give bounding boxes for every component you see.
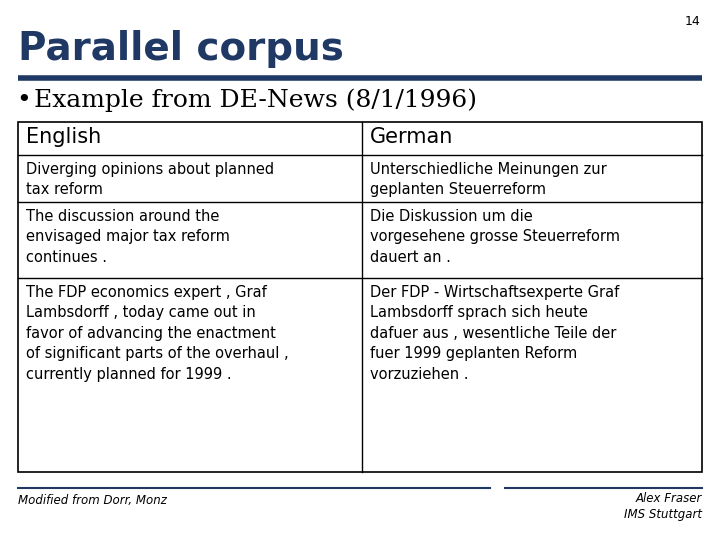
Text: 14: 14 (684, 15, 700, 28)
Bar (18, 122, 702, 472)
Text: Die Diskussion um die
vorgesehene grosse Steuerreform
dauert an .: Die Diskussion um die vorgesehene grosse… (370, 209, 620, 265)
Text: Unterschiedliche Meinungen zur
geplanten Steuerreform: Unterschiedliche Meinungen zur geplanten… (370, 162, 607, 198)
Text: Diverging opinions about planned
tax reform: Diverging opinions about planned tax ref… (26, 162, 274, 198)
Text: The FDP economics expert , Graf
Lambsdorff , today came out in
favor of advancin: The FDP economics expert , Graf Lambsdor… (26, 285, 289, 382)
Text: Alex Fraser
IMS Stuttgart: Alex Fraser IMS Stuttgart (624, 492, 702, 521)
Text: Der FDP - Wirtschaftsexperte Graf
Lambsdorff sprach sich heute
dafuer aus , wese: Der FDP - Wirtschaftsexperte Graf Lambsd… (370, 285, 619, 382)
Text: Example from DE-News (8/1/1996): Example from DE-News (8/1/1996) (34, 88, 477, 112)
Text: Parallel corpus: Parallel corpus (18, 30, 344, 68)
Text: German: German (370, 127, 454, 147)
Text: •: • (16, 88, 31, 112)
Text: English: English (26, 127, 102, 147)
Text: The discussion around the
envisaged major tax reform
continues .: The discussion around the envisaged majo… (26, 209, 230, 265)
Text: Modified from Dorr, Monz: Modified from Dorr, Monz (18, 494, 167, 507)
